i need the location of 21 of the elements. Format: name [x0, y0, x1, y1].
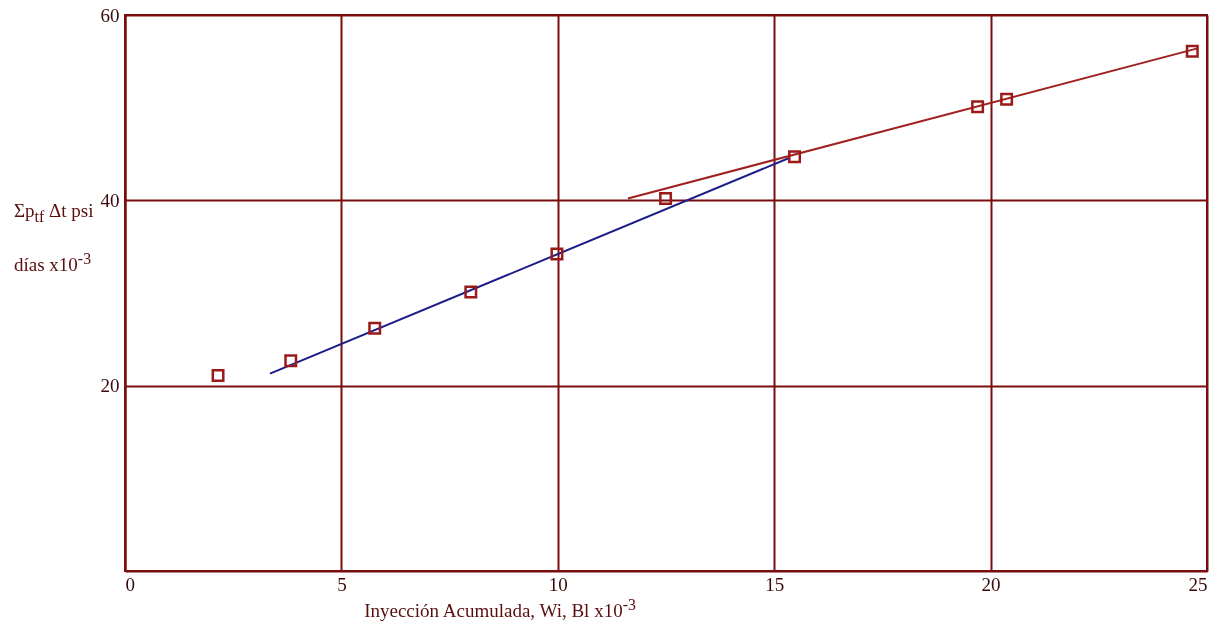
point — [464, 285, 478, 299]
x-tick-label: 15 — [765, 573, 785, 595]
point — [1000, 92, 1014, 106]
point — [550, 247, 564, 261]
point — [284, 354, 298, 368]
y-tick-label: 60 — [100, 4, 120, 26]
point — [211, 368, 225, 382]
text: Σp$_{tf}$ Δt psi días x10$^{-3}$ — [14, 200, 94, 276]
x-tick-label: 10 — [548, 573, 568, 595]
x-tick-label: 0 — [125, 573, 135, 595]
x-tick-label: 20 — [981, 573, 1001, 595]
point — [659, 191, 673, 205]
x-axis-title: Inyección Acumulada, Wi, Bl x10$^{-3}$ — [363, 596, 637, 623]
x-tick-label: 25 — [1188, 573, 1208, 595]
point — [368, 321, 382, 335]
y-tick-label: 20 — [100, 375, 120, 397]
point — [971, 100, 985, 114]
x-tick-label: 5 — [337, 573, 347, 595]
point — [1185, 44, 1199, 58]
y-tick-label: 40 — [100, 189, 120, 211]
point — [788, 150, 802, 164]
